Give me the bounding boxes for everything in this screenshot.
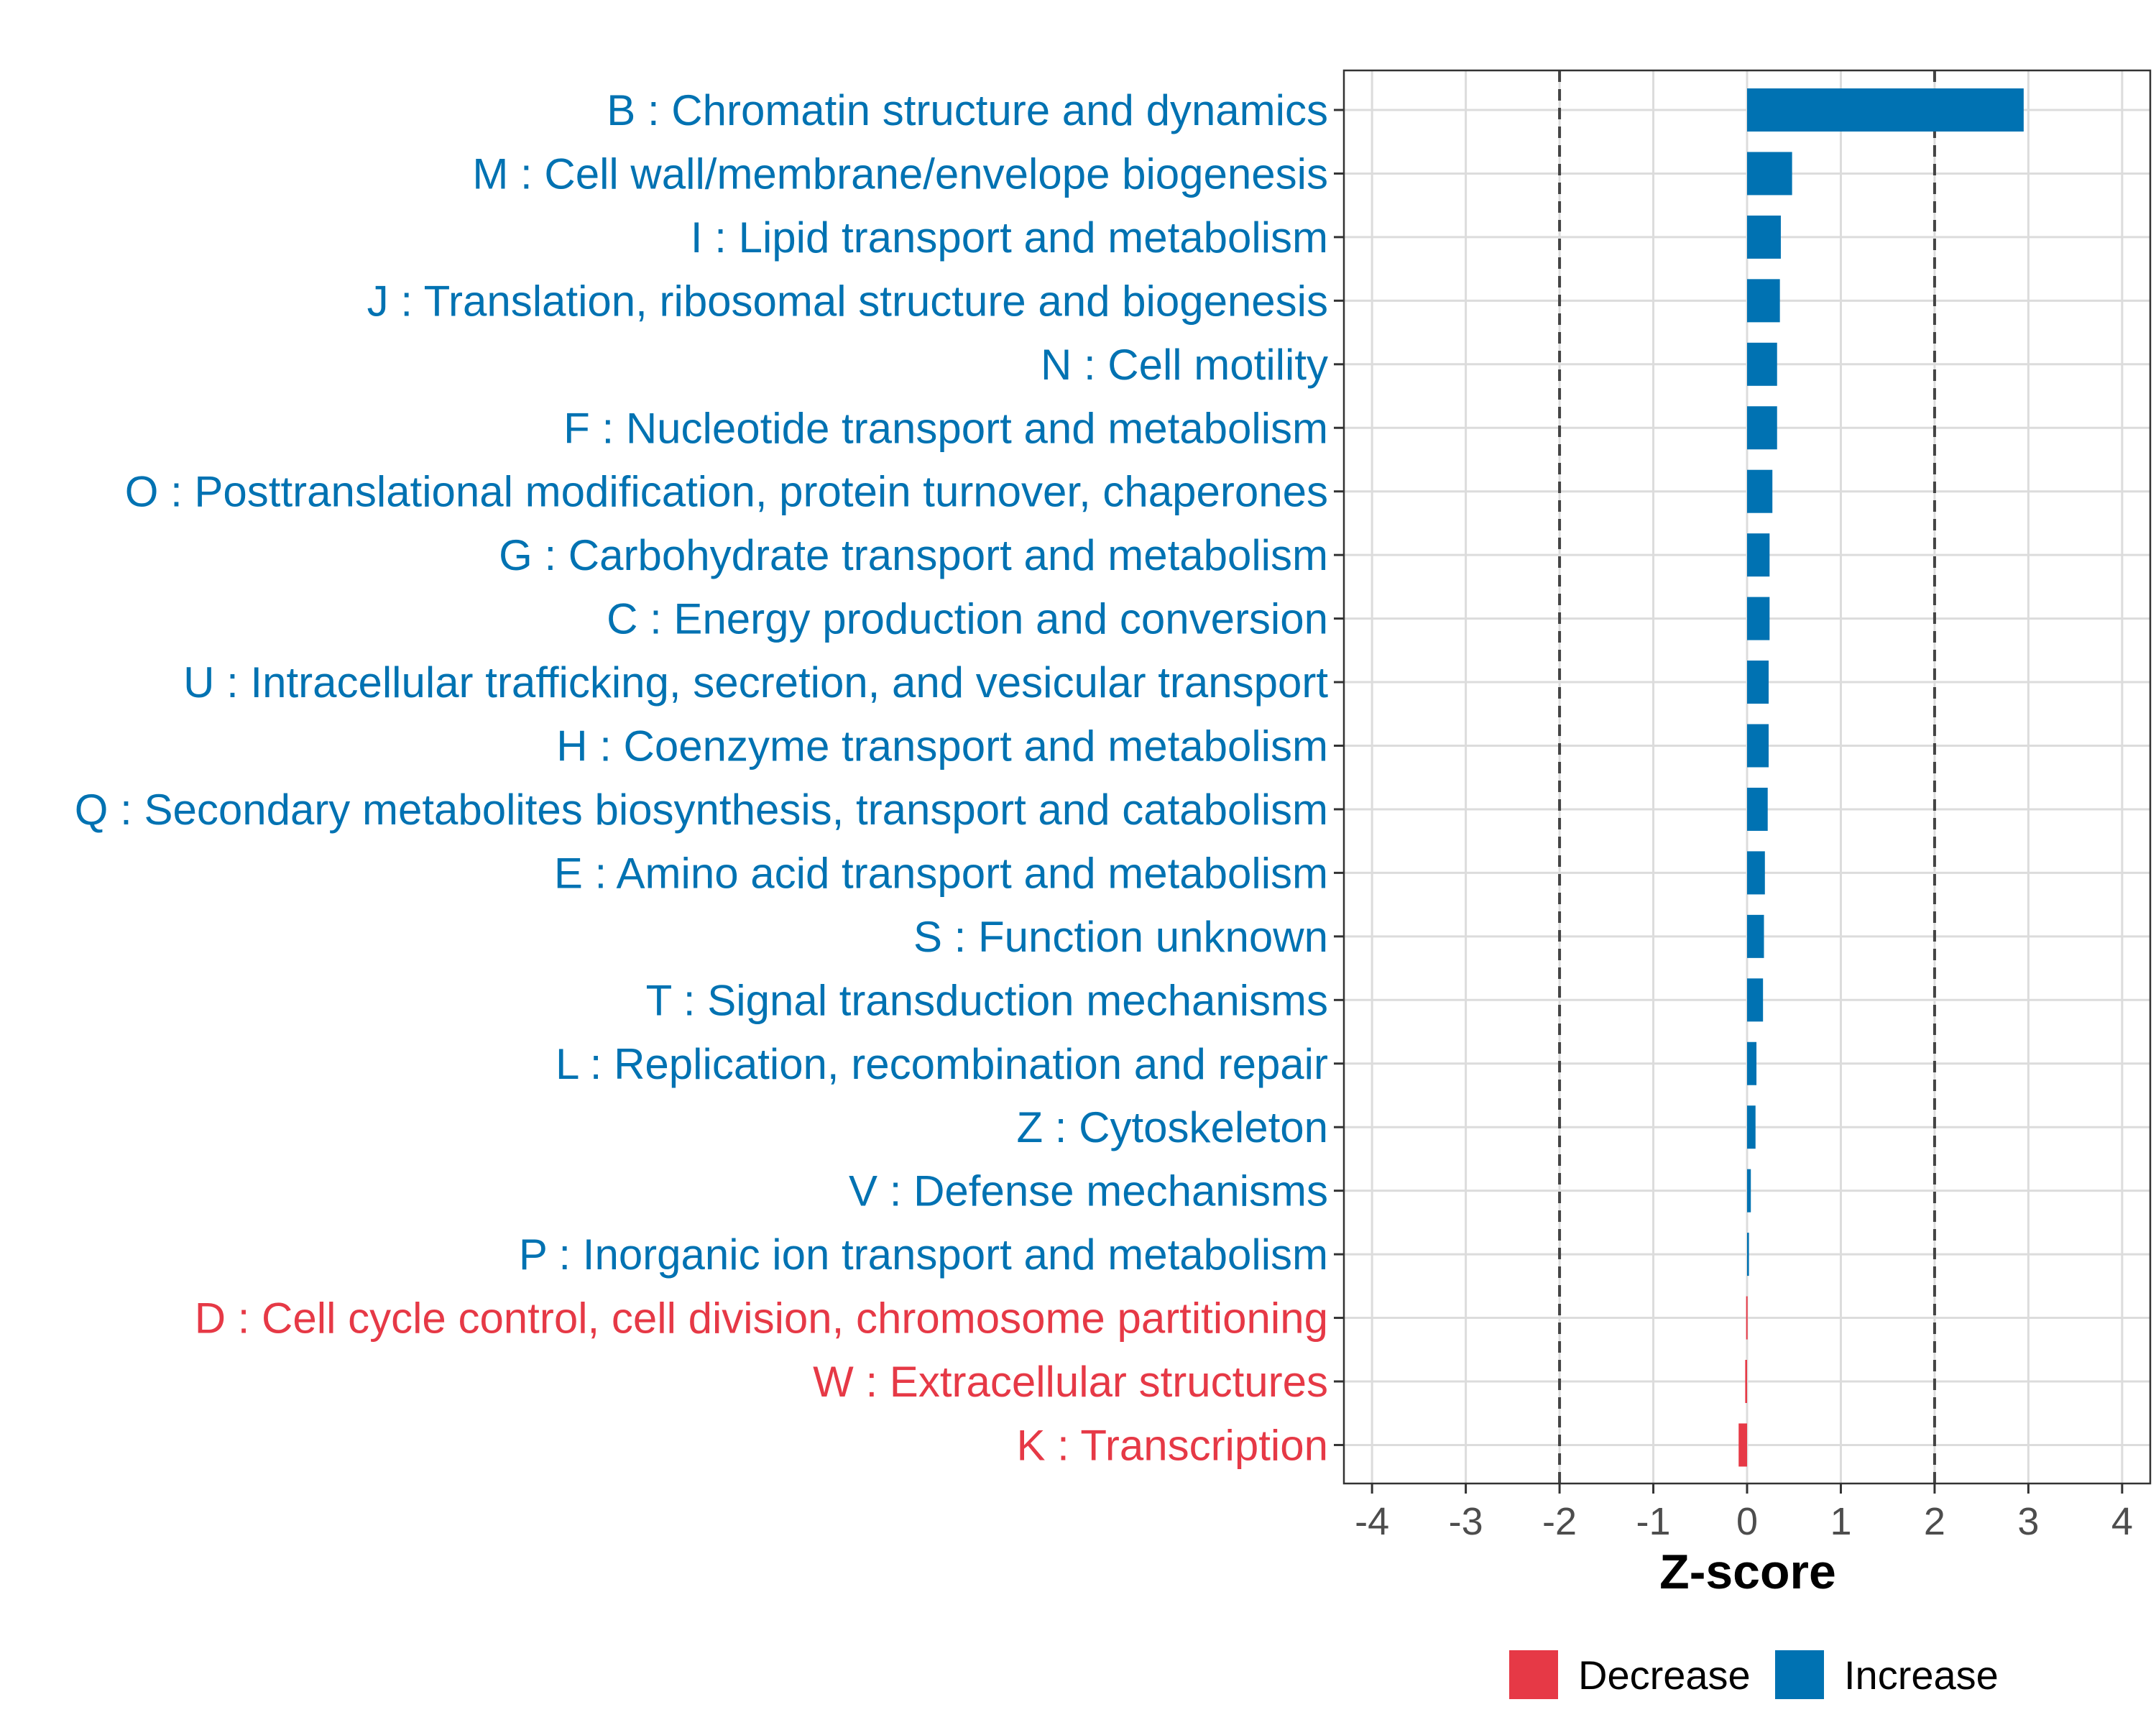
x-tick-label: 2 — [1924, 1500, 1945, 1543]
threshold-lines — [1558, 70, 1936, 1484]
bar — [1747, 88, 2024, 132]
x-tick-label: -4 — [1355, 1500, 1389, 1543]
category-label: P : Inorganic ion transport and metaboli… — [519, 1230, 1328, 1279]
category-label: F : Nucleotide transport and metabolism — [563, 404, 1328, 452]
category-label: T : Signal transduction mechanisms — [646, 976, 1328, 1024]
legend-item-decrease: Decrease — [1509, 1650, 1751, 1699]
bar — [1747, 215, 1781, 259]
x-tick-label: 0 — [1736, 1500, 1758, 1543]
bar — [1745, 1360, 1747, 1403]
category-label: Z : Cytoskeleton — [1016, 1103, 1328, 1151]
bar — [1747, 342, 1777, 386]
category-label: Q : Secondary metabolites biosynthesis, … — [75, 786, 1328, 834]
bar — [1747, 597, 1770, 640]
category-label: C : Energy production and conversion — [607, 595, 1328, 643]
category-label: S : Function unknown — [913, 913, 1328, 961]
bar — [1747, 469, 1773, 513]
bar — [1747, 851, 1765, 895]
bar — [1747, 1233, 1749, 1276]
x-tick-label: -1 — [1636, 1500, 1671, 1543]
bar — [1747, 787, 1768, 831]
category-label: K : Transcription — [1016, 1421, 1328, 1469]
category-label: N : Cell motility — [1041, 341, 1328, 389]
y-axis-ticks — [1334, 109, 1344, 1446]
legend-swatch — [1775, 1650, 1824, 1699]
x-axis-ticks: -4 -3 -2 -1 0 1 2 3 4 — [1355, 1484, 2133, 1543]
bar — [1747, 978, 1764, 1022]
x-axis-title: Z-score — [1659, 1545, 1836, 1599]
bar — [1747, 914, 1764, 958]
x-tick-label: -3 — [1449, 1500, 1483, 1543]
bar — [1747, 1169, 1751, 1213]
category-label: V : Defense mechanisms — [849, 1167, 1328, 1215]
bar — [1747, 1041, 1757, 1085]
y-axis-category-labels: B : Chromatin structure and dynamics M : … — [75, 86, 1329, 1469]
category-label: O : Posttranslational modification, prot… — [125, 468, 1328, 516]
x-tick-label: 1 — [1830, 1500, 1851, 1543]
bar — [1747, 152, 1792, 196]
legend-swatch — [1509, 1650, 1558, 1699]
category-label: J : Translation, ribosomal structure and… — [367, 277, 1328, 325]
bar — [1747, 724, 1769, 768]
bar — [1746, 1296, 1748, 1340]
legend-label: Decrease — [1578, 1652, 1751, 1698]
bar — [1747, 1105, 1756, 1149]
bar — [1747, 533, 1770, 577]
category-label: E : Amino acid transport and metabolism — [554, 849, 1328, 897]
category-label: B : Chromatin structure and dynamics — [607, 86, 1328, 134]
x-tick-label: 3 — [2017, 1500, 2039, 1543]
legend: Decrease Increase — [1509, 1650, 1999, 1699]
x-tick-label: -2 — [1542, 1500, 1577, 1543]
category-label: I : Lipid transport and metabolism — [691, 213, 1328, 262]
bar — [1747, 279, 1780, 323]
category-label: M : Cell wall/membrane/envelope biogenes… — [472, 150, 1328, 198]
category-label: G : Carbohydrate transport and metabolis… — [499, 531, 1328, 579]
legend-label: Increase — [1844, 1652, 1999, 1698]
legend-item-increase: Increase — [1775, 1650, 1999, 1699]
category-label: L : Replication, recombination and repai… — [556, 1040, 1328, 1088]
category-label: W : Extracellular structures — [813, 1358, 1328, 1406]
bar — [1747, 406, 1777, 450]
x-tick-label: 4 — [2111, 1500, 2133, 1543]
bar — [1747, 661, 1769, 704]
category-label: U : Intracellular trafficking, secretion… — [183, 658, 1328, 707]
category-label: H : Coenzyme transport and metabolism — [556, 722, 1328, 770]
bars — [1738, 88, 2024, 1467]
bar — [1738, 1423, 1747, 1467]
category-label: D : Cell cycle control, cell division, c… — [195, 1294, 1328, 1343]
